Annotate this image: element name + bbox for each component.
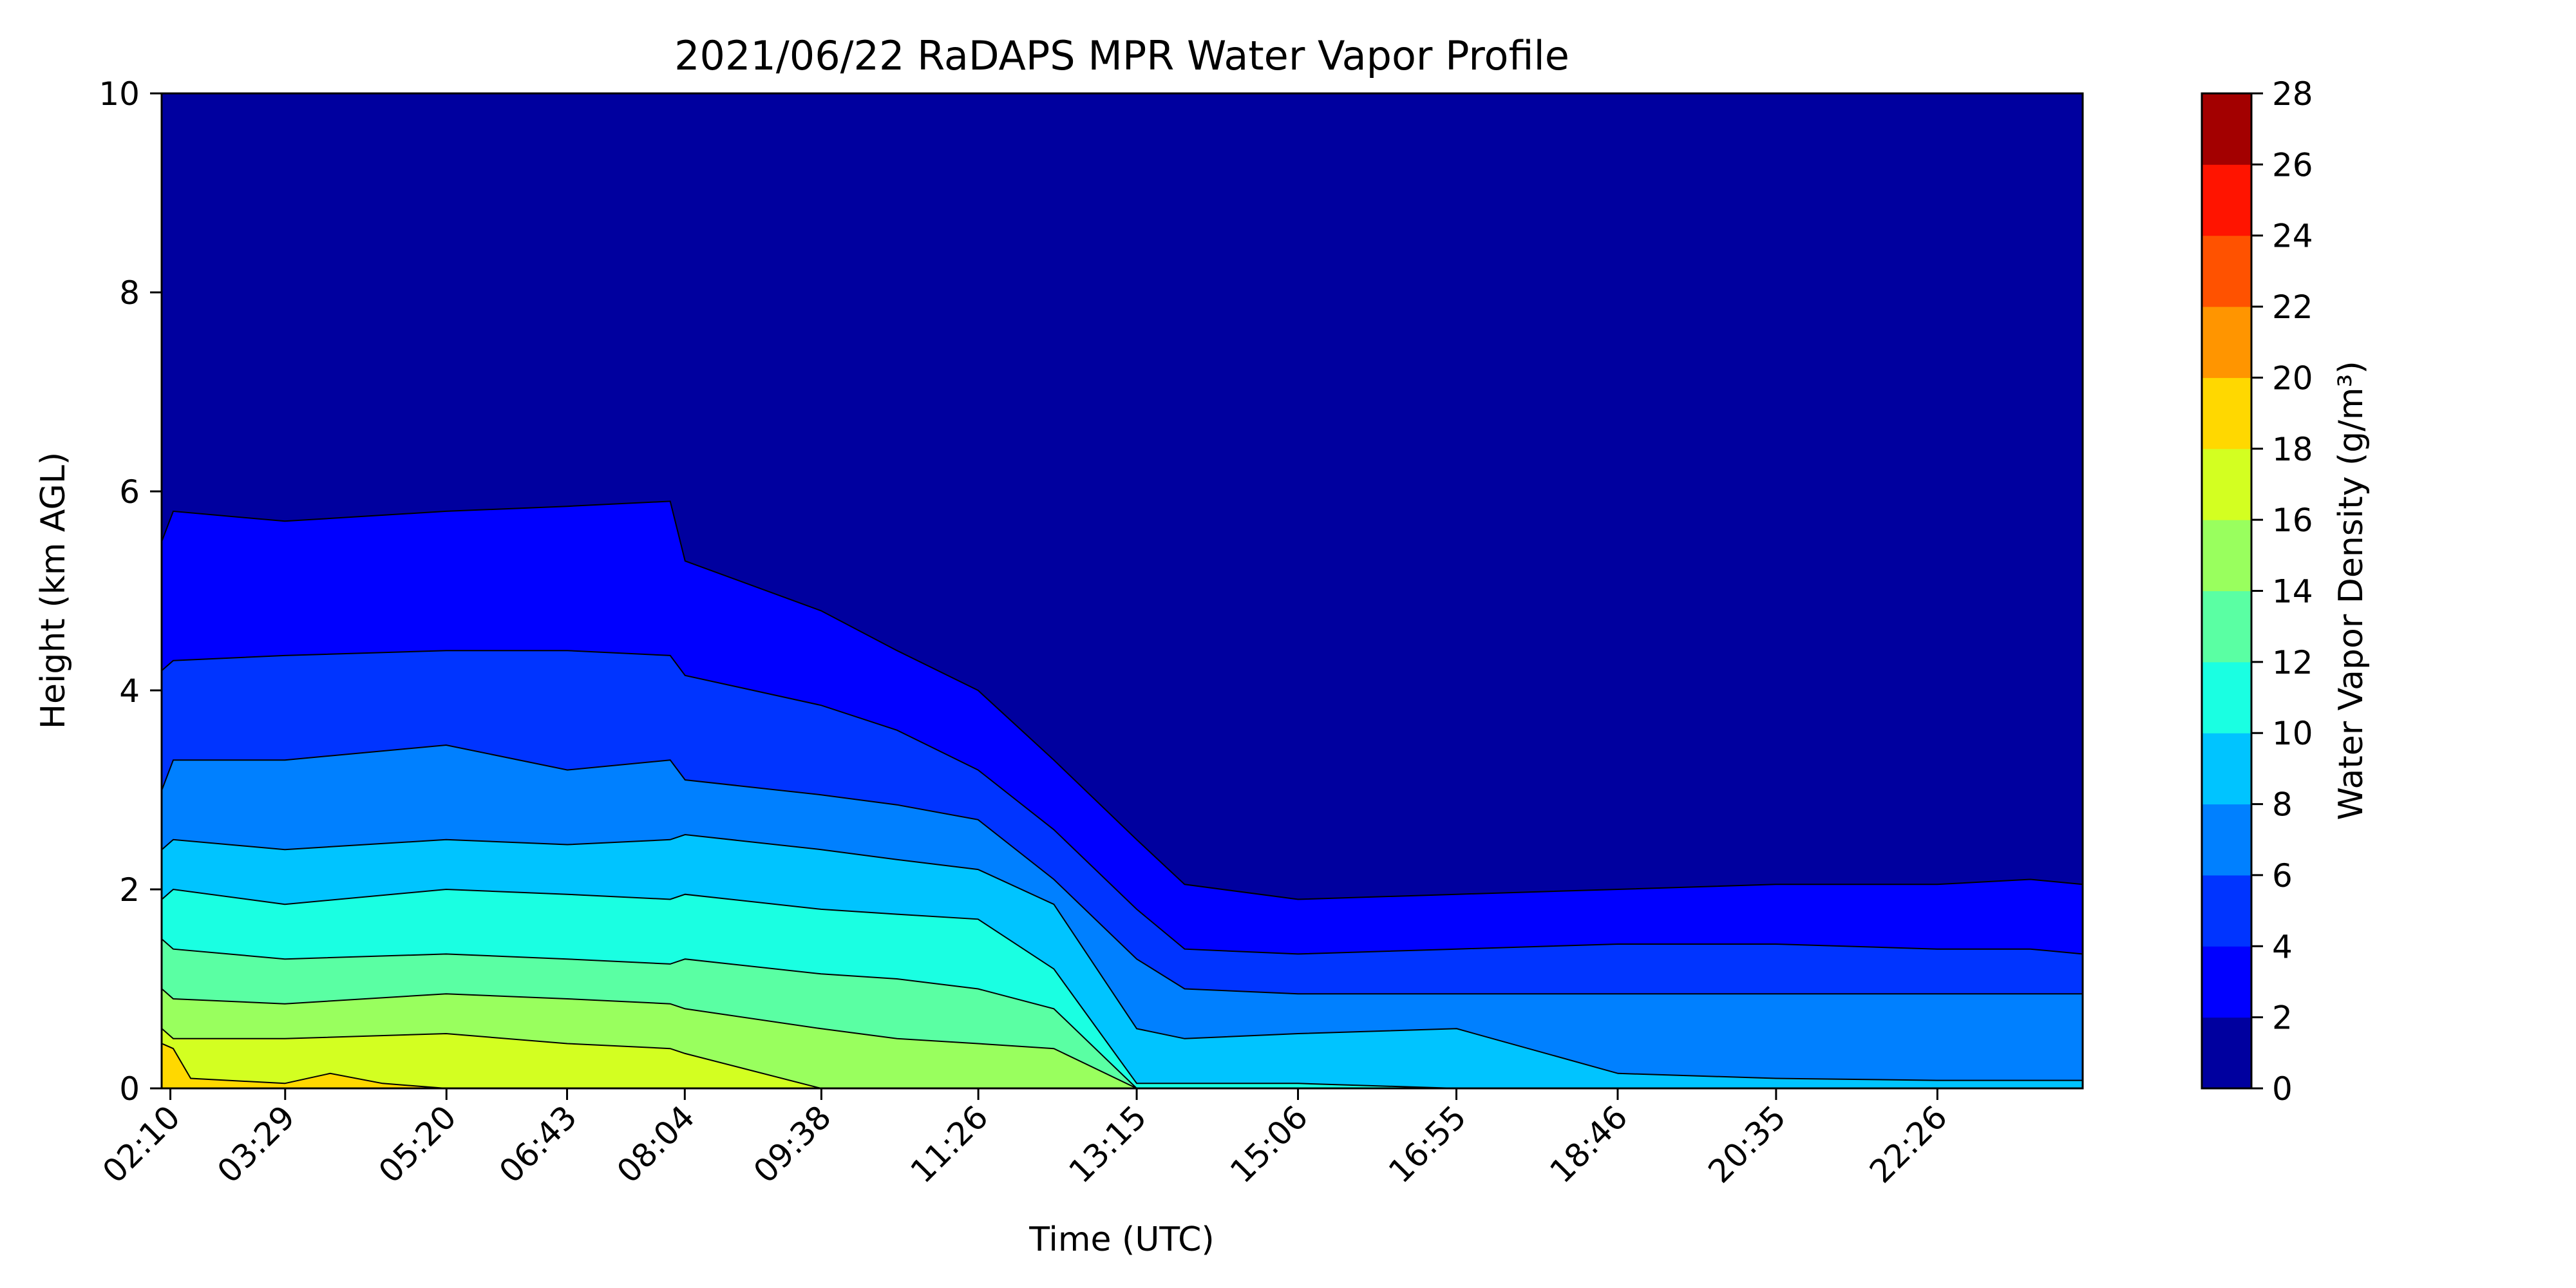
x-tick-label: 11:26 [904, 1098, 996, 1190]
y-tick-label: 10 [99, 75, 140, 113]
contour-line-8 [162, 833, 2083, 1081]
colorbar-tick-label: 0 [2272, 1070, 2293, 1108]
colorbar-segment [2202, 448, 2251, 520]
x-tick-label: 13:15 [1062, 1098, 1154, 1190]
x-tick-label: 15:06 [1223, 1098, 1315, 1190]
contour-line-18 [162, 1043, 2083, 1088]
colorbar-label: Water Vapor Density (g/m³) [2332, 361, 2371, 820]
colorbar-segment [2202, 661, 2251, 734]
x-tick-label: 09:38 [746, 1098, 838, 1190]
colorbar-segment [2202, 307, 2251, 378]
colorbar-segment [2202, 733, 2251, 805]
y-tick-label: 4 [119, 672, 140, 710]
colorbar-tick-label: 6 [2272, 857, 2293, 895]
contour-line-6 [162, 744, 2083, 995]
contour-line-2 [162, 500, 2083, 900]
colorbar-segment [2202, 1017, 2251, 1089]
contour-lines [162, 500, 2083, 1088]
x-tick-label: 20:35 [1701, 1098, 1793, 1190]
chart-title: 2021/06/22 RaDAPS MPR Water Vapor Profil… [674, 32, 1569, 79]
colorbar-segment [2202, 946, 2251, 1018]
contour-line-16 [162, 1028, 2083, 1088]
x-tick-label: 22:26 [1862, 1098, 1955, 1190]
colorbar-tick-label: 8 [2272, 786, 2293, 824]
colorbar-segment [2202, 235, 2251, 307]
x-tick-label: 18:46 [1543, 1098, 1635, 1190]
x-tick-label: 06:43 [492, 1098, 584, 1190]
colorbar-segment [2202, 377, 2251, 450]
x-axis-label: Time (UTC) [1028, 1220, 1214, 1259]
colorbar-tick-label: 28 [2272, 75, 2313, 113]
y-tick-label: 0 [119, 1070, 140, 1108]
y-axis-label: Height (km AGL) [34, 452, 73, 729]
x-tick-label: 05:20 [372, 1098, 464, 1190]
colorbar-tick-label: 26 [2272, 146, 2313, 184]
colorbar-segment [2202, 93, 2251, 165]
colorbar-tick-label: 22 [2272, 289, 2313, 326]
y-tick-label: 8 [119, 274, 140, 312]
x-axis: 02:10 03:29 05:20 06:43 08:04 09:38 11:26 13:15… [95, 1088, 1955, 1190]
colorbar-segment [2202, 804, 2251, 876]
colorbar-tick-label: 24 [2272, 218, 2313, 255]
y-tick-label: 6 [119, 473, 140, 511]
y-tick-label: 2 [119, 871, 140, 909]
y-axis: 0 2 4 6 8 10 [99, 75, 162, 1108]
colorbar-tick-label: 12 [2272, 644, 2313, 681]
colorbar-segment [2202, 591, 2251, 663]
colorbar-tick-label: 2 [2272, 999, 2293, 1037]
colorbar-tick-label: 10 [2272, 715, 2313, 752]
colorbar-tick-label: 4 [2272, 928, 2293, 965]
contour-band-18 [162, 1043, 2083, 1088]
contour-line-10 [162, 888, 2083, 1088]
x-tick-label: 08:04 [610, 1098, 702, 1190]
contour-line-12 [162, 938, 2083, 1088]
colorbar-tick-label: 20 [2272, 359, 2313, 397]
plot-area [162, 93, 2083, 1088]
contour-band-16 [162, 1028, 2083, 1088]
colorbar-tick-label: 16 [2272, 502, 2313, 539]
x-tick-label: 03:29 [210, 1098, 302, 1190]
plot-frame [160, 92, 2084, 1090]
x-tick-label: 02:10 [95, 1098, 187, 1190]
contour-line-4 [162, 650, 2083, 955]
contour-line-14 [162, 988, 2083, 1088]
colorbar-segment [2202, 520, 2251, 591]
colorbar-tick-label: 14 [2272, 573, 2313, 611]
colorbar-segment [2202, 875, 2251, 947]
colorbar-tick-label: 18 [2272, 431, 2313, 468]
x-tick-label: 16:55 [1381, 1098, 1473, 1190]
colorbar-segment [2202, 164, 2251, 236]
